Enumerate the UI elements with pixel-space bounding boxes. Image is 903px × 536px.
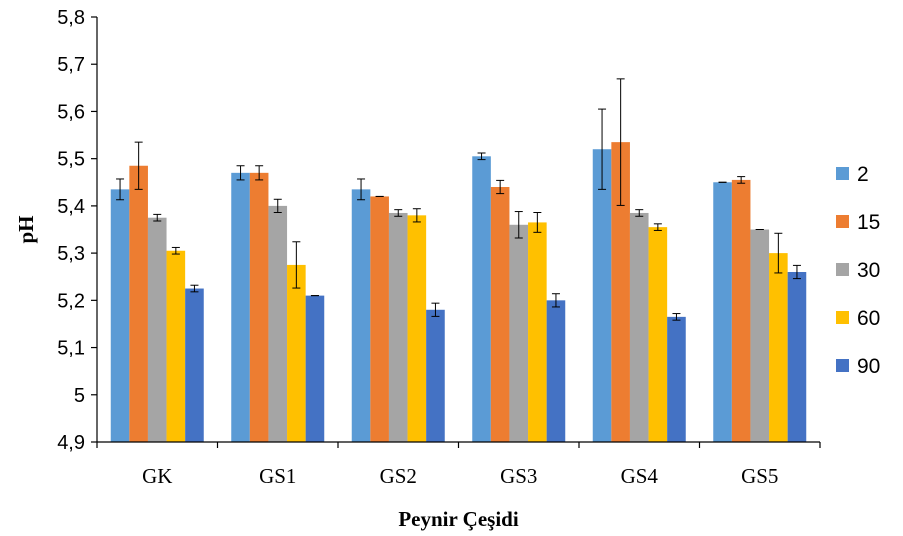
bar-gs1-15 (249, 172, 269, 443)
bar-gs5-15 (731, 179, 751, 442)
x-axis-title: Peynir Çeşidi (398, 507, 519, 531)
y-tick-label: 5 (74, 385, 85, 407)
legend: 2 15 30 60 90 (836, 163, 880, 378)
bar-gs5-30 (750, 229, 770, 442)
bar-gk-2 (110, 189, 130, 442)
x-axis-tick-marks (96, 442, 821, 448)
y-tick-label: 5,8 (57, 7, 85, 29)
error-bars (116, 78, 801, 321)
y-tick-label: 5,1 (57, 338, 85, 360)
y-tick-label: 4,9 (57, 432, 85, 454)
legend-swatch-30 (836, 263, 849, 276)
legend-swatch-90 (836, 359, 849, 372)
bar-gs3-30 (509, 224, 529, 442)
bar-gs2-60 (407, 215, 427, 442)
bar-gs4-2 (592, 149, 612, 442)
bar-gs3-15 (490, 187, 510, 442)
category-labels: GK GS1 GS2 GS3 GS4 GS5 (142, 464, 778, 488)
bars (110, 142, 807, 443)
legend-swatch-60 (836, 311, 849, 324)
bar-gs2-90 (426, 309, 445, 442)
category-label: GS1 (259, 464, 296, 488)
bar-gs4-30 (629, 212, 649, 442)
bar-gs1-90 (305, 295, 325, 442)
y-tick-label: 5,2 (57, 290, 85, 312)
bar-gs4-15 (611, 142, 630, 442)
y-axis-ticks: 4,9 5 5,1 5,2 5,3 5,4 5,5 5,6 5,7 5,8 (57, 7, 97, 454)
legend-label: 30 (857, 259, 880, 282)
category-label: GS2 (380, 464, 417, 488)
legend-label: 90 (857, 355, 880, 378)
bar-gs4-60 (648, 227, 668, 442)
bar-gs3-2 (472, 156, 491, 443)
bar-gs1-60 (287, 264, 306, 442)
bar-gs3-90 (546, 300, 566, 442)
y-tick-label: 5,3 (57, 243, 85, 265)
bar-gs2-15 (370, 196, 389, 442)
bar-gs5-90 (787, 272, 807, 442)
bar-gs1-30 (268, 205, 288, 442)
category-label: GK (142, 464, 172, 488)
bar-gs5-60 (769, 253, 788, 442)
y-tick-label: 5,5 (57, 149, 85, 171)
y-axis-title: pH (14, 215, 38, 243)
category-label: GS5 (741, 464, 778, 488)
bar-gk-60 (166, 250, 186, 442)
legend-label: 15 (857, 211, 880, 234)
bar-gk-90 (185, 288, 204, 442)
bar-gs2-30 (388, 212, 408, 442)
y-tick-label: 5,6 (57, 101, 85, 123)
bar-gs4-90 (667, 316, 686, 442)
bar-gs5-2 (713, 182, 732, 442)
legend-label: 2 (857, 163, 869, 186)
bar-gk-15 (129, 165, 148, 442)
category-label: GS4 (621, 464, 659, 488)
bar-gs3-60 (528, 222, 547, 442)
bar-gk-30 (147, 217, 167, 442)
legend-label: 60 (857, 307, 880, 330)
legend-swatch-15 (836, 215, 849, 228)
bar-gs1-2 (231, 172, 250, 443)
y-tick-label: 5,4 (57, 196, 85, 218)
y-tick-label: 5,7 (57, 54, 85, 76)
legend-swatch-2 (836, 167, 849, 180)
bar-gs2-2 (351, 189, 371, 442)
category-label: GS3 (500, 464, 537, 488)
